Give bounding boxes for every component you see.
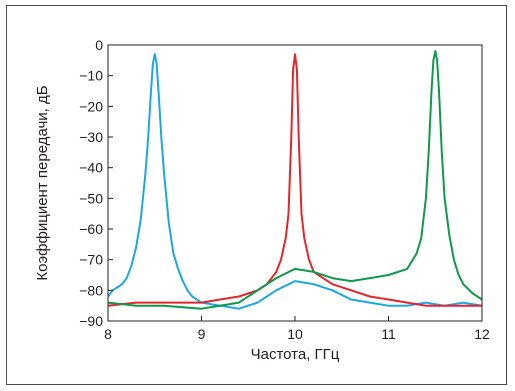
y-tick-label: −40 xyxy=(79,160,103,176)
series-layer xyxy=(107,50,483,310)
x-tick-label: 11 xyxy=(381,326,396,342)
y-tick-label: −70 xyxy=(79,252,103,268)
ticks-layer: 8 9 10 11 12 0 −10 −20 −30 −40 −50 −60 −70 −80 −90 xyxy=(79,37,490,342)
y-tick-label: −50 xyxy=(79,190,103,206)
x-tick-label: 8 xyxy=(104,326,112,342)
y-tick-label: −90 xyxy=(79,313,103,329)
series-line-3 xyxy=(107,50,483,310)
x-tick-label: 9 xyxy=(198,326,206,342)
series-line-1 xyxy=(107,53,483,310)
x-tick-label: 10 xyxy=(287,326,303,342)
figure-frame: 8 9 10 11 12 0 −10 −20 −30 −40 −50 −60 −70 −80 −90 Час… xyxy=(6,5,507,385)
y-tick-label: 0 xyxy=(95,37,103,53)
y-axis-label: Коэффициент передачи, дБ xyxy=(34,85,51,280)
y-tick-label: −20 xyxy=(79,98,103,114)
y-tick-label: −60 xyxy=(79,221,103,237)
x-tick-label: 12 xyxy=(474,326,490,342)
y-tick-label: −30 xyxy=(79,129,103,145)
series-line-2 xyxy=(107,53,482,307)
y-tick-label: −10 xyxy=(79,68,103,84)
y-tick-label: −80 xyxy=(79,282,103,298)
x-axis-label: Частота, ГГц xyxy=(251,346,340,363)
transmission-chart: 8 9 10 11 12 0 −10 −20 −30 −40 −50 −60 −70 −80 −90 Час… xyxy=(34,37,490,363)
